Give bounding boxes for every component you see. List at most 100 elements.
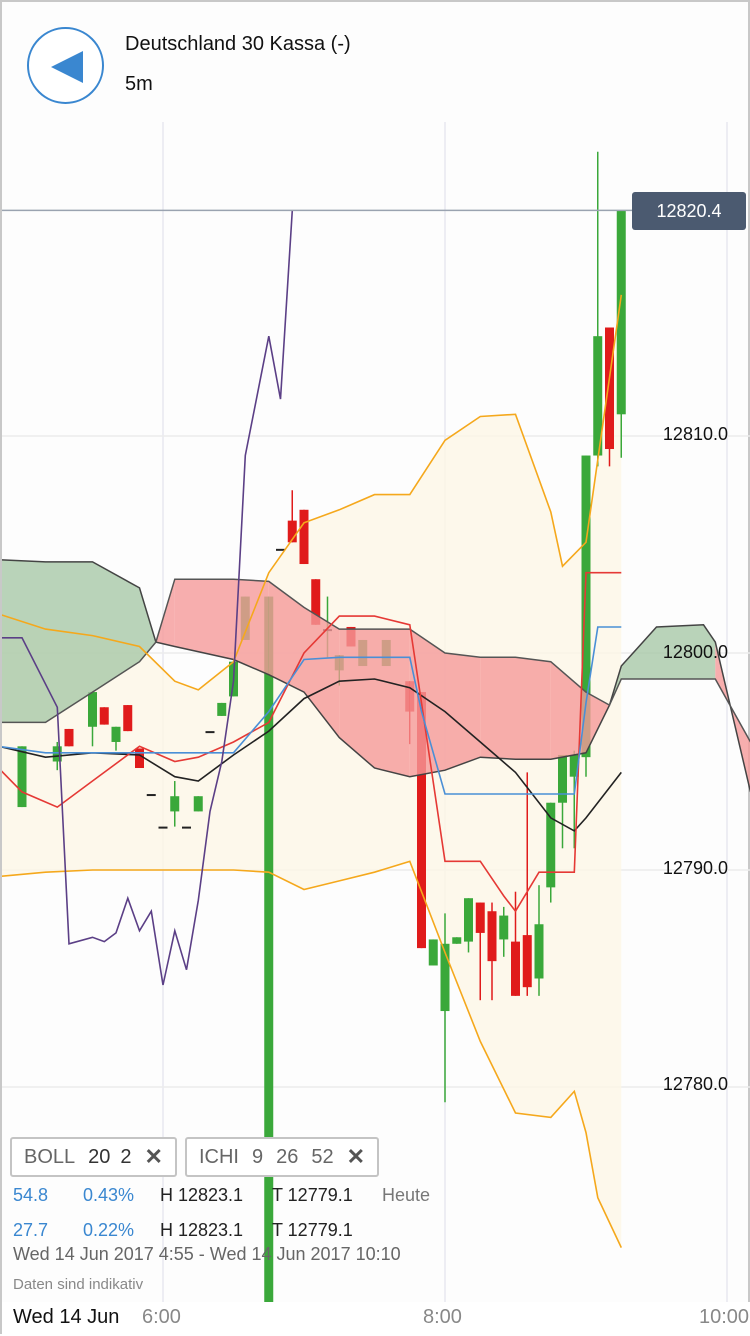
candle-body (417, 692, 426, 949)
bollinger-upper-line (2, 294, 623, 691)
chikou-span-line (2, 211, 294, 986)
ichimoku-cloud-segment (480, 657, 516, 760)
candle-body (111, 726, 121, 742)
candle-body (464, 898, 473, 942)
change-percent: 0.22% (83, 1220, 135, 1240)
candle-body (475, 902, 485, 933)
candle-body (299, 509, 309, 565)
candle-body (182, 826, 191, 829)
candle-body (88, 692, 97, 727)
low-value: T 12779.1 (272, 1220, 353, 1240)
tenkan-sen-line (2, 571, 622, 913)
ichimoku-cloud-segment (586, 692, 610, 753)
candle-body (546, 802, 556, 888)
ichimoku-cloud-segment (656, 624, 704, 679)
candle-body (487, 911, 497, 962)
candle-body (616, 210, 626, 415)
ichimoku-cloud-segment (515, 657, 551, 760)
close-icon[interactable]: ✕ (144, 1144, 163, 1169)
candle-body (52, 746, 62, 762)
ichimoku-cloud-segment (233, 579, 269, 675)
back-triangle-icon (51, 51, 83, 83)
candle-body (146, 794, 156, 797)
candle-body (511, 941, 520, 996)
ichimoku-cloud-segment (174, 579, 234, 660)
indicator-name: BOLL (24, 1145, 76, 1168)
indicator-chip-boll[interactable]: BOLL 20 2 ✕ (10, 1137, 177, 1177)
ichimoku-cloud-segment (45, 561, 93, 723)
period-label: Heute (382, 1185, 431, 1205)
candle-body (452, 937, 462, 944)
indicator-chips: BOLL 20 2 ✕ ICHI 9 26 52 ✕ (10, 1137, 380, 1177)
candle-body (605, 327, 614, 450)
ichimoku-cloud-segment (550, 661, 586, 760)
bollinger-middle-line (2, 678, 622, 832)
date-range: Wed 14 Jun 2017 4:55 - Wed 14 Jun 2017 1… (13, 1244, 401, 1264)
price-chart[interactable] (2, 2, 750, 1302)
change-value: 27.7 (13, 1220, 49, 1240)
x-tick: 10:00 (699, 1306, 750, 1328)
candle-body (499, 915, 509, 940)
x-tick: 8:00 (423, 1306, 462, 1328)
candle-body (170, 796, 180, 812)
ichimoku-cloud-segment (139, 587, 156, 662)
last-price-tag: 12820.4 (632, 192, 746, 230)
ichimoku-cloud-segment (409, 629, 445, 777)
change-percent: 0.43% (83, 1185, 135, 1205)
ichimoku-cloud-segment (374, 629, 410, 777)
candle-body (276, 548, 285, 551)
y-tick: 12790.0 (662, 858, 728, 878)
indicator-param: 9 (251, 1145, 264, 1168)
ichimoku-cloud-segment (445, 653, 481, 771)
indicator-name: ICHI (198, 1145, 239, 1168)
indicator-param: 2 (120, 1145, 132, 1168)
y-tick: 12780.0 (662, 1074, 728, 1094)
candle-body (64, 728, 74, 747)
candle-body (205, 731, 215, 734)
change-value: 54.8 (13, 1185, 49, 1205)
x-axis-date: Wed 14 Jun (13, 1306, 120, 1328)
y-tick: 12800.0 (662, 642, 728, 662)
candle-body (558, 754, 567, 803)
bollinger-band-fill (2, 294, 622, 1248)
kijun-sen-line (2, 626, 622, 795)
candle-body (99, 707, 109, 725)
candle-body (123, 705, 133, 732)
indicator-param: 52 (311, 1145, 334, 1168)
low-value: T 12779.1 (272, 1185, 353, 1205)
instrument-title: Deutschland 30 Kassa (-) (125, 33, 351, 55)
ichimoku-cloud-segment (621, 627, 657, 679)
high-value: H 12823.1 (160, 1185, 244, 1205)
candle-body (217, 702, 227, 716)
ichimoku-cloud-segment (92, 561, 140, 693)
candle-body (522, 935, 532, 988)
back-button[interactable] (27, 27, 104, 104)
indicator-param: 26 (276, 1145, 299, 1168)
candle-body (287, 520, 297, 543)
indicator-chip-ichi[interactable]: ICHI 9 26 52 ✕ (184, 1137, 380, 1177)
header: Deutschland 30 Kassa (-) 5m (2, 2, 750, 122)
candle-body (569, 754, 579, 777)
candle-body (264, 596, 274, 1302)
candle-body (593, 336, 603, 456)
close-icon[interactable]: ✕ (346, 1144, 366, 1169)
candle-body (135, 748, 144, 769)
candle-body (17, 746, 27, 808)
ichimoku-cloud-segment (339, 629, 375, 768)
x-axis: Wed 14 Jun 6:00 8:00 10:00 (2, 1302, 750, 1336)
ichimoku-cloud-segment (268, 581, 304, 693)
high-value: H 12823.1 (160, 1220, 244, 1240)
x-tick: 6:00 (142, 1306, 181, 1328)
indicator-param: 20 (88, 1145, 111, 1168)
bollinger-lower-line (2, 860, 623, 1248)
ichimoku-cloud-segment (304, 607, 340, 738)
candle-body (311, 579, 321, 625)
y-tick: 12810.0 (662, 424, 728, 444)
candle-body (428, 939, 438, 966)
candle-body (581, 455, 591, 758)
candle-body (440, 943, 450, 1012)
senkou-span-a-line (2, 559, 750, 793)
candle-body (534, 924, 544, 979)
disclaimer: Daten sind indikativ (13, 1276, 144, 1293)
chart-period[interactable]: 5m (125, 73, 153, 95)
